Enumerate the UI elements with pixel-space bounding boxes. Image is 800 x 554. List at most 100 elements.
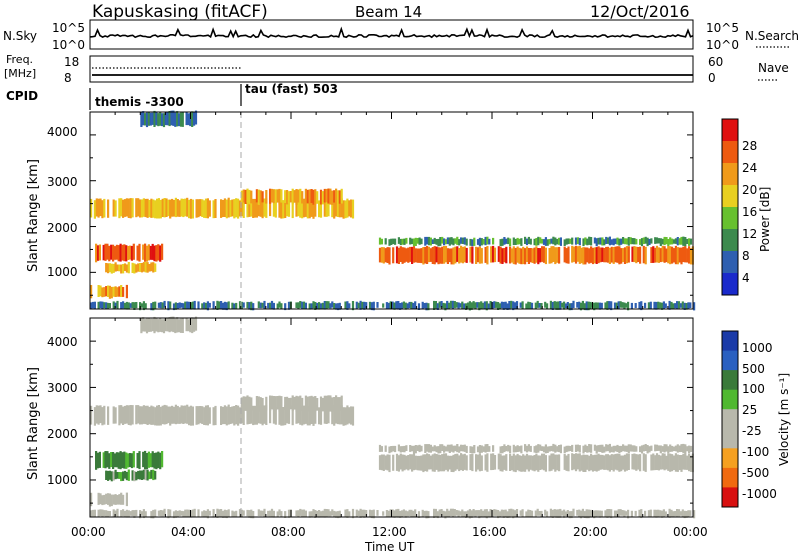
power-cell-band-8 [325,301,328,310]
velocity-cell-band-3 [114,407,117,424]
power-cell-band-8 [157,302,160,308]
velocity-cell-band-8 [270,508,274,517]
freq-label-line2: [MHz] [4,67,36,80]
velocity-cell-band-3 [301,405,304,426]
velocity-cell-band-0 [115,452,118,468]
velocity-cell-band-5 [595,454,598,472]
velocity-cell-band-8 [433,508,436,518]
velocity-cell-band-8 [589,509,592,518]
velocity-cell-band-8 [438,509,441,516]
power-cell-band-0 [130,245,133,261]
date-label: 12/Oct/2016 [590,2,690,21]
velocity-cell-band-8 [144,511,147,518]
velocity-cell-band-6 [501,446,504,454]
velocity-cell-band-6 [608,443,611,453]
power-cell-band-6 [533,238,536,246]
power-cell-band-4 [248,189,251,205]
velocity-cell-band-3 [188,406,191,426]
power-cell-band-5 [535,246,538,263]
velocity-cell-band-8 [596,510,600,517]
power-cell-band-6 [394,238,397,245]
power-cell-band-5 [605,246,608,263]
velocity-cell-band-3 [319,406,323,425]
power-cell-band-7 [172,110,175,126]
velocity-cell-band-6 [403,445,406,453]
velocity-cell-band-8 [647,510,650,517]
power-cell-band-8 [176,303,179,310]
velocity-cell-band-5 [556,454,559,471]
power-colorbar-swatch [722,185,738,208]
power-cell-band-3 [306,199,309,219]
power-cell-band-4 [308,189,311,205]
velocity-cell-band-3 [333,405,336,426]
velocity-cell-band-8 [267,510,270,517]
velocity-cbar-tick-neg1000: -1000 [742,487,777,501]
power-cell-band-5 [657,247,660,263]
power-cell-band-4 [284,190,287,203]
power-cell-band-5 [503,248,506,263]
power-cell-band-8 [335,303,338,310]
velocity-cell-band-6 [484,444,487,453]
power-cell-band-0 [108,245,111,262]
velocity-cell-band-6 [524,444,527,452]
power-cell-band-6 [482,239,485,245]
velocity-cell-band-0 [161,451,164,468]
velocity-cell-band-8 [672,511,675,518]
velocity-cell-band-3 [338,405,341,425]
velocity-cell-band-3 [95,405,98,424]
velocity-cell-band-8 [402,509,405,517]
power-cell-band-3 [220,199,223,218]
velocity-cell-band-8 [154,509,157,517]
velocity-cell-band-6 [582,445,585,454]
power-cell-band-5 [625,246,628,264]
velocity-colorbar-swatch [722,467,738,488]
power-cell-band-7 [191,111,194,127]
power-cell-band-8 [448,302,451,310]
power-cell-band-3 [223,198,226,217]
velocity-cell-band-1 [112,471,115,481]
velocity-cell-band-8 [225,510,228,519]
power-cell-band-8 [600,302,603,310]
velocity-cell-band-6 [620,445,623,453]
power-cell-band-5 [405,248,408,262]
velocity-cell-band-8 [510,508,513,517]
velocity-cell-band-8 [638,509,641,517]
power-cell-band-3 [280,199,283,219]
velocity-cell-band-0 [117,452,120,469]
power-cell-band-6 [569,238,572,244]
velocity-cell-band-4 [323,395,326,410]
power-cell-band-4 [240,190,243,203]
velocity-cell-band-8 [530,510,534,517]
velocity-cell-band-4 [310,395,313,410]
power-cell-band-2 [122,287,125,297]
velocity-cell-band-6 [576,444,579,452]
velocity-cell-band-8 [687,510,690,517]
velocity-cell-band-6 [435,446,438,453]
velocity-cell-band-5 [665,455,668,470]
power-cell-band-5 [395,246,399,264]
velocity-cell-band-2 [97,492,100,505]
velocity-colorbar-swatch [722,370,738,391]
power-cell-band-6 [499,239,502,247]
power-cell-band-5 [556,247,559,263]
power-cell-band-6 [584,237,587,245]
velocity-cell-band-8 [218,509,221,518]
power-cell-band-8 [495,301,498,308]
velocity-cell-band-8 [346,509,349,518]
velocity-cell-band-8 [357,510,360,516]
power-cell-band-6 [639,239,642,245]
power-cell-band-6 [420,238,423,245]
power-cell-band-8 [676,301,679,309]
power-cell-band-8 [150,303,153,311]
power-cell-band-8 [259,302,262,309]
velocity-cell-band-5 [574,453,578,472]
power-cell-band-3 [129,198,132,219]
velocity-cell-band-8 [476,510,479,516]
velocity-cell-band-8 [382,511,385,516]
velocity-cell-band-8 [587,509,590,519]
velocity-cell-band-8 [318,510,321,518]
power-cell-band-6 [563,239,566,246]
power-cell-band-5 [469,246,472,263]
velocity-cell-band-8 [99,509,102,517]
velocity-cell-band-5 [537,455,540,472]
